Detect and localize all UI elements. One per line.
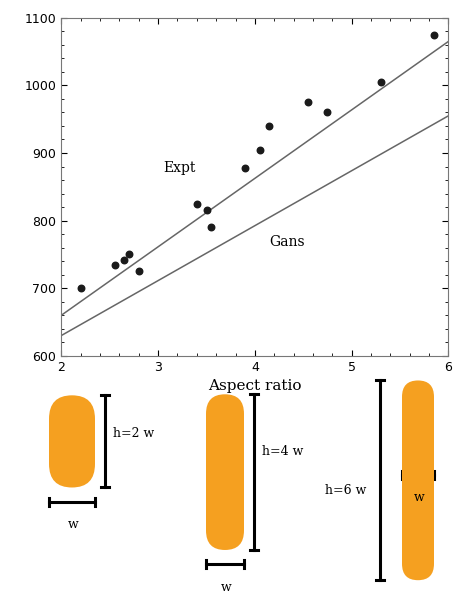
Point bbox=[324, 108, 331, 117]
Point bbox=[126, 250, 133, 259]
Point bbox=[77, 283, 84, 293]
Point bbox=[241, 163, 249, 173]
Point bbox=[135, 267, 143, 276]
FancyBboxPatch shape bbox=[49, 396, 95, 487]
Point bbox=[266, 121, 273, 130]
Text: h=4 w: h=4 w bbox=[262, 445, 303, 458]
Point bbox=[203, 206, 211, 215]
Point bbox=[256, 145, 263, 154]
Point bbox=[304, 98, 312, 107]
FancyBboxPatch shape bbox=[402, 381, 434, 580]
Text: w: w bbox=[221, 581, 232, 593]
X-axis label: Aspect ratio: Aspect ratio bbox=[208, 379, 302, 393]
Text: h=6 w: h=6 w bbox=[325, 484, 366, 497]
Text: Gans: Gans bbox=[270, 235, 305, 249]
Point bbox=[120, 255, 128, 264]
Point bbox=[111, 260, 118, 269]
Point bbox=[377, 77, 384, 87]
Point bbox=[208, 222, 215, 232]
Text: w: w bbox=[68, 518, 79, 531]
Text: h=2 w: h=2 w bbox=[113, 427, 154, 440]
Point bbox=[193, 199, 201, 208]
Text: Expt: Expt bbox=[163, 161, 195, 175]
Point bbox=[430, 30, 438, 39]
FancyBboxPatch shape bbox=[206, 394, 244, 550]
Text: w: w bbox=[414, 490, 425, 503]
